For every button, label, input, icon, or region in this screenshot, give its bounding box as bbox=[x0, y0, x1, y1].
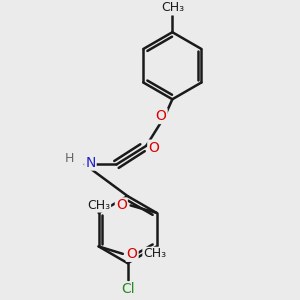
Text: H: H bbox=[65, 152, 75, 165]
Text: N: N bbox=[85, 156, 96, 170]
Text: Cl: Cl bbox=[121, 282, 134, 296]
Text: O: O bbox=[156, 109, 167, 123]
Text: CH₃: CH₃ bbox=[161, 2, 184, 14]
Text: O: O bbox=[148, 141, 159, 155]
Text: CH₃: CH₃ bbox=[87, 199, 110, 212]
Text: O: O bbox=[127, 247, 138, 261]
Text: CH₃: CH₃ bbox=[143, 248, 166, 260]
Text: O: O bbox=[116, 198, 127, 212]
